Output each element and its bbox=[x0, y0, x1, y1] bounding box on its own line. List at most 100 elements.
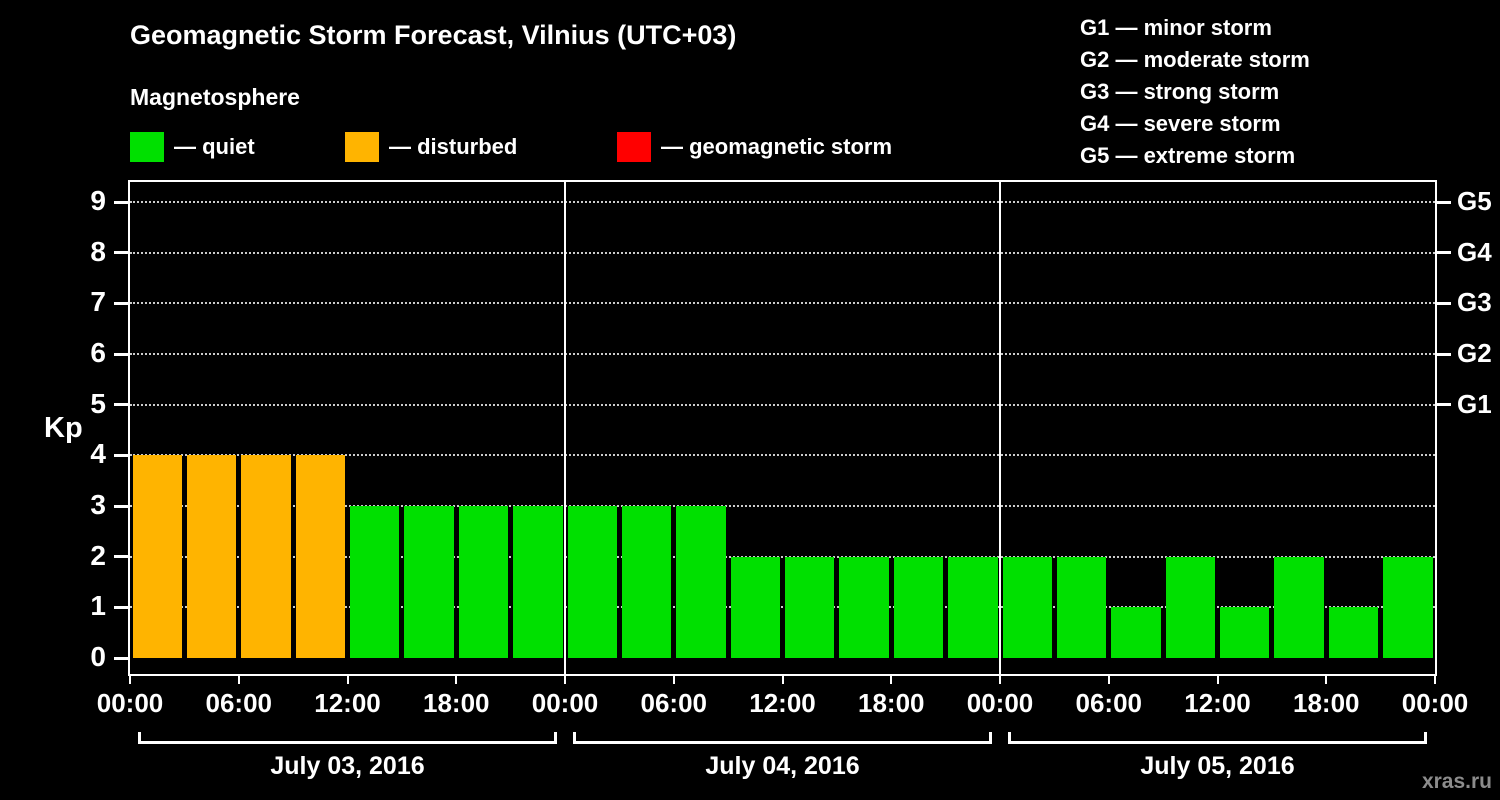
kp-bar bbox=[1056, 556, 1107, 658]
y-axis-tick bbox=[114, 555, 128, 559]
date-label: July 04, 2016 bbox=[705, 752, 860, 780]
right-axis-tick bbox=[1437, 200, 1451, 204]
x-axis-tick bbox=[455, 676, 458, 684]
y-axis-tick-label: 8 bbox=[90, 235, 106, 267]
gridline bbox=[130, 302, 1435, 305]
x-axis-tick bbox=[564, 676, 566, 684]
x-axis-tick bbox=[999, 676, 1001, 684]
x-tick-label: 18:00 bbox=[423, 688, 490, 718]
x-axis-tick bbox=[1216, 676, 1219, 684]
y-axis-tick bbox=[114, 504, 128, 508]
x-axis-tick bbox=[1107, 676, 1110, 684]
right-axis-tick-label: G1 bbox=[1457, 388, 1492, 419]
y-axis-tick bbox=[114, 200, 128, 204]
right-axis-tick bbox=[1437, 352, 1451, 356]
g-scale-line: G1 — minor storm bbox=[1080, 15, 1272, 40]
gridline bbox=[130, 606, 1435, 609]
legend-swatch-storm-icon bbox=[617, 132, 651, 162]
y-axis-tick-label: 7 bbox=[90, 286, 106, 318]
day-separator bbox=[564, 182, 566, 674]
legend-swatch-disturbed-icon bbox=[345, 132, 379, 162]
g-scale-line: G3 — strong storm bbox=[1080, 79, 1280, 104]
kp-bar bbox=[1002, 556, 1052, 658]
chart-subtitle: Magnetosphere bbox=[130, 84, 300, 110]
y-axis-tick bbox=[114, 352, 128, 356]
x-tick-label: 18:00 bbox=[858, 688, 925, 718]
kp-bar bbox=[676, 506, 726, 658]
y-axis-tick-label: 1 bbox=[90, 590, 106, 622]
g-scale-line: G4 — severe storm bbox=[1080, 111, 1281, 136]
legend-item-storm: — geomagnetic storm bbox=[617, 132, 892, 162]
y-axis-tick bbox=[114, 403, 128, 407]
kp-bar bbox=[458, 506, 509, 658]
right-axis-tick bbox=[1437, 403, 1451, 407]
day-bracket-cap bbox=[989, 732, 992, 744]
legend-label-quiet: — quiet bbox=[174, 134, 255, 159]
y-axis-title: Kp bbox=[44, 412, 83, 444]
kp-bar bbox=[1165, 556, 1215, 658]
right-axis-tick-label: G2 bbox=[1457, 338, 1492, 368]
x-tick-label: 00:00 bbox=[96, 688, 164, 718]
right-axis-tick-label: G4 bbox=[1457, 236, 1492, 267]
x-tick-label: 12:00 bbox=[314, 688, 381, 718]
x-tick-label: 12:00 bbox=[1184, 688, 1251, 718]
kp-bar bbox=[241, 455, 291, 658]
g-scale-legend: G1 — minor storm G2 — moderate storm G3 — … bbox=[1080, 12, 1310, 172]
day-bracket-cap bbox=[554, 732, 557, 744]
gridline bbox=[130, 353, 1435, 355]
y-axis-tick-label: 4 bbox=[90, 438, 106, 470]
watermark: xras.ru bbox=[1421, 770, 1492, 793]
kp-bar bbox=[1328, 607, 1379, 658]
kp-bar bbox=[1111, 607, 1161, 658]
kp-bar bbox=[513, 506, 563, 658]
kp-bar bbox=[839, 556, 889, 658]
y-axis-tick-label: 2 bbox=[90, 539, 106, 571]
day-bracket-cap bbox=[1008, 732, 1011, 744]
x-axis-tick bbox=[1325, 676, 1328, 684]
day-bracket-cap bbox=[138, 732, 141, 744]
y-axis-tick bbox=[114, 656, 128, 660]
kp-bar bbox=[621, 506, 672, 658]
day-separator bbox=[999, 182, 1001, 674]
x-axis-tick bbox=[346, 676, 349, 684]
x-tick-label: 06:00 bbox=[640, 688, 708, 718]
y-axis-tick-label: 3 bbox=[90, 489, 106, 520]
right-axis-tick-label: G3 bbox=[1457, 287, 1492, 318]
page-title: Geomagnetic Storm Forecast, Vilnius (UTC… bbox=[130, 20, 737, 50]
x-tick-label: 00:00 bbox=[531, 688, 599, 718]
y-axis-tick-label: 0 bbox=[90, 641, 106, 672]
y-axis-tick bbox=[114, 251, 128, 255]
right-axis-tick bbox=[1437, 251, 1451, 255]
x-tick-label: 12:00 bbox=[749, 688, 816, 718]
kp-bar bbox=[186, 455, 237, 658]
day-bracket-line bbox=[1008, 741, 1427, 744]
legend-row: — quiet — disturbed — geomagnetic storm bbox=[0, 132, 1100, 166]
g-scale-line: G2 — moderate storm bbox=[1080, 47, 1310, 72]
x-axis-tick bbox=[781, 676, 784, 684]
day-bracket-cap bbox=[573, 732, 576, 744]
gridline bbox=[130, 505, 1435, 507]
date-label: July 05, 2016 bbox=[1140, 752, 1295, 780]
day-bracket-line bbox=[573, 741, 992, 744]
gridline bbox=[130, 201, 1435, 203]
kp-bar bbox=[567, 506, 617, 658]
kp-bar bbox=[1220, 607, 1270, 658]
y-axis-tick-label: 9 bbox=[90, 185, 106, 216]
date-label: July 03, 2016 bbox=[270, 752, 425, 780]
kp-bar bbox=[1383, 556, 1433, 658]
kp-bar bbox=[948, 556, 998, 658]
x-axis-tick bbox=[1434, 676, 1436, 684]
legend-item-disturbed: — disturbed bbox=[345, 132, 517, 162]
kp-bar bbox=[350, 506, 400, 658]
gridline bbox=[130, 251, 1435, 254]
kp-bar bbox=[785, 556, 835, 658]
x-axis-tick bbox=[237, 676, 240, 684]
gridline bbox=[130, 555, 1435, 558]
kp-bar bbox=[1274, 556, 1324, 658]
x-axis-tick bbox=[672, 676, 675, 684]
y-axis-tick bbox=[114, 453, 128, 457]
x-tick-label: 00:00 bbox=[966, 688, 1034, 718]
legend-swatch-quiet-icon bbox=[130, 132, 164, 162]
gridline bbox=[130, 454, 1435, 457]
